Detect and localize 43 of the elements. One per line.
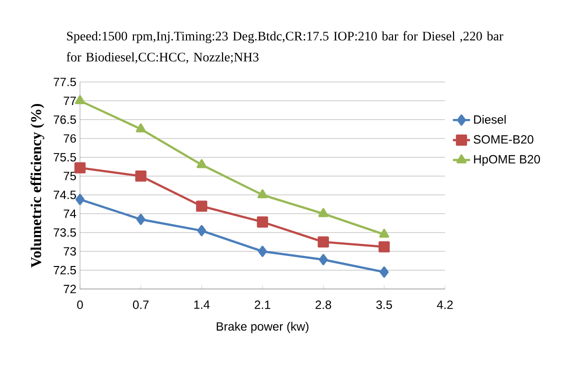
- point: [75, 95, 86, 104]
- point: [258, 246, 267, 257]
- point: [197, 225, 206, 236]
- point: [135, 170, 146, 182]
- y-axis-title: Volumetric efficiency (%): [30, 104, 44, 268]
- y-tick-label: 74.5: [54, 190, 76, 200]
- legend-label: HpOME B20: [474, 155, 540, 166]
- point: [318, 236, 329, 248]
- point: [74, 162, 86, 174]
- x-tick-label: 0: [77, 300, 83, 310]
- y-tick-label: 73: [64, 247, 76, 256]
- point: [136, 214, 146, 225]
- x-tick-label: 0.7: [132, 300, 149, 310]
- y-tick-label: 76.5: [54, 115, 76, 124]
- legend-label: Diesel: [474, 114, 506, 124]
- y-tick-label: 74: [64, 210, 76, 218]
- y-tick-label: 72: [64, 284, 76, 294]
- point: [380, 266, 389, 278]
- x-tick-label: 3.5: [376, 300, 392, 310]
- y-tick-label: 72.5: [54, 266, 76, 274]
- point: [378, 241, 390, 252]
- y-tick-label: 76: [64, 134, 76, 143]
- point: [196, 200, 208, 212]
- point: [258, 189, 268, 198]
- y-tick-label: 77.5: [54, 78, 76, 86]
- point: [76, 194, 84, 206]
- y-tick-label: 75.5: [54, 153, 76, 162]
- x-tick-label: 2.8: [316, 300, 332, 310]
- point: [256, 216, 268, 228]
- x-tick-label: 1.4: [194, 300, 210, 309]
- chart-title: Speed:1500 rpm,Inj.Timing:23 Deg.Btdc,CR:17.5 IOP:210 bar for Diesel ,220 bar for Biodiesel,CC:HCC, Nozzle;NH3: [66, 31, 504, 64]
- point: [196, 159, 207, 168]
- x-tick-label: 2.1: [254, 300, 270, 309]
- y-tick-label: 73.5: [54, 228, 76, 237]
- point: [136, 123, 146, 132]
- y-tick-label: 77: [64, 96, 76, 105]
- y-tick-label: 75: [64, 172, 76, 180]
- point: [379, 228, 390, 238]
- point: [318, 254, 328, 266]
- x-tick-label: 4.2: [436, 300, 453, 309]
- x-axis-title: Brake power (kw): [216, 322, 308, 334]
- point: [318, 208, 328, 218]
- legend-label: SOME-B20: [474, 135, 534, 144]
